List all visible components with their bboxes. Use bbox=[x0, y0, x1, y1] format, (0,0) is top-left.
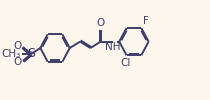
Text: S: S bbox=[27, 47, 35, 60]
Text: O: O bbox=[13, 41, 21, 51]
Text: F: F bbox=[143, 16, 149, 26]
Text: Cl: Cl bbox=[121, 58, 131, 68]
Text: NH: NH bbox=[105, 42, 120, 52]
Text: O: O bbox=[13, 57, 21, 67]
Text: O: O bbox=[97, 18, 105, 28]
Text: CH₃: CH₃ bbox=[1, 49, 21, 59]
